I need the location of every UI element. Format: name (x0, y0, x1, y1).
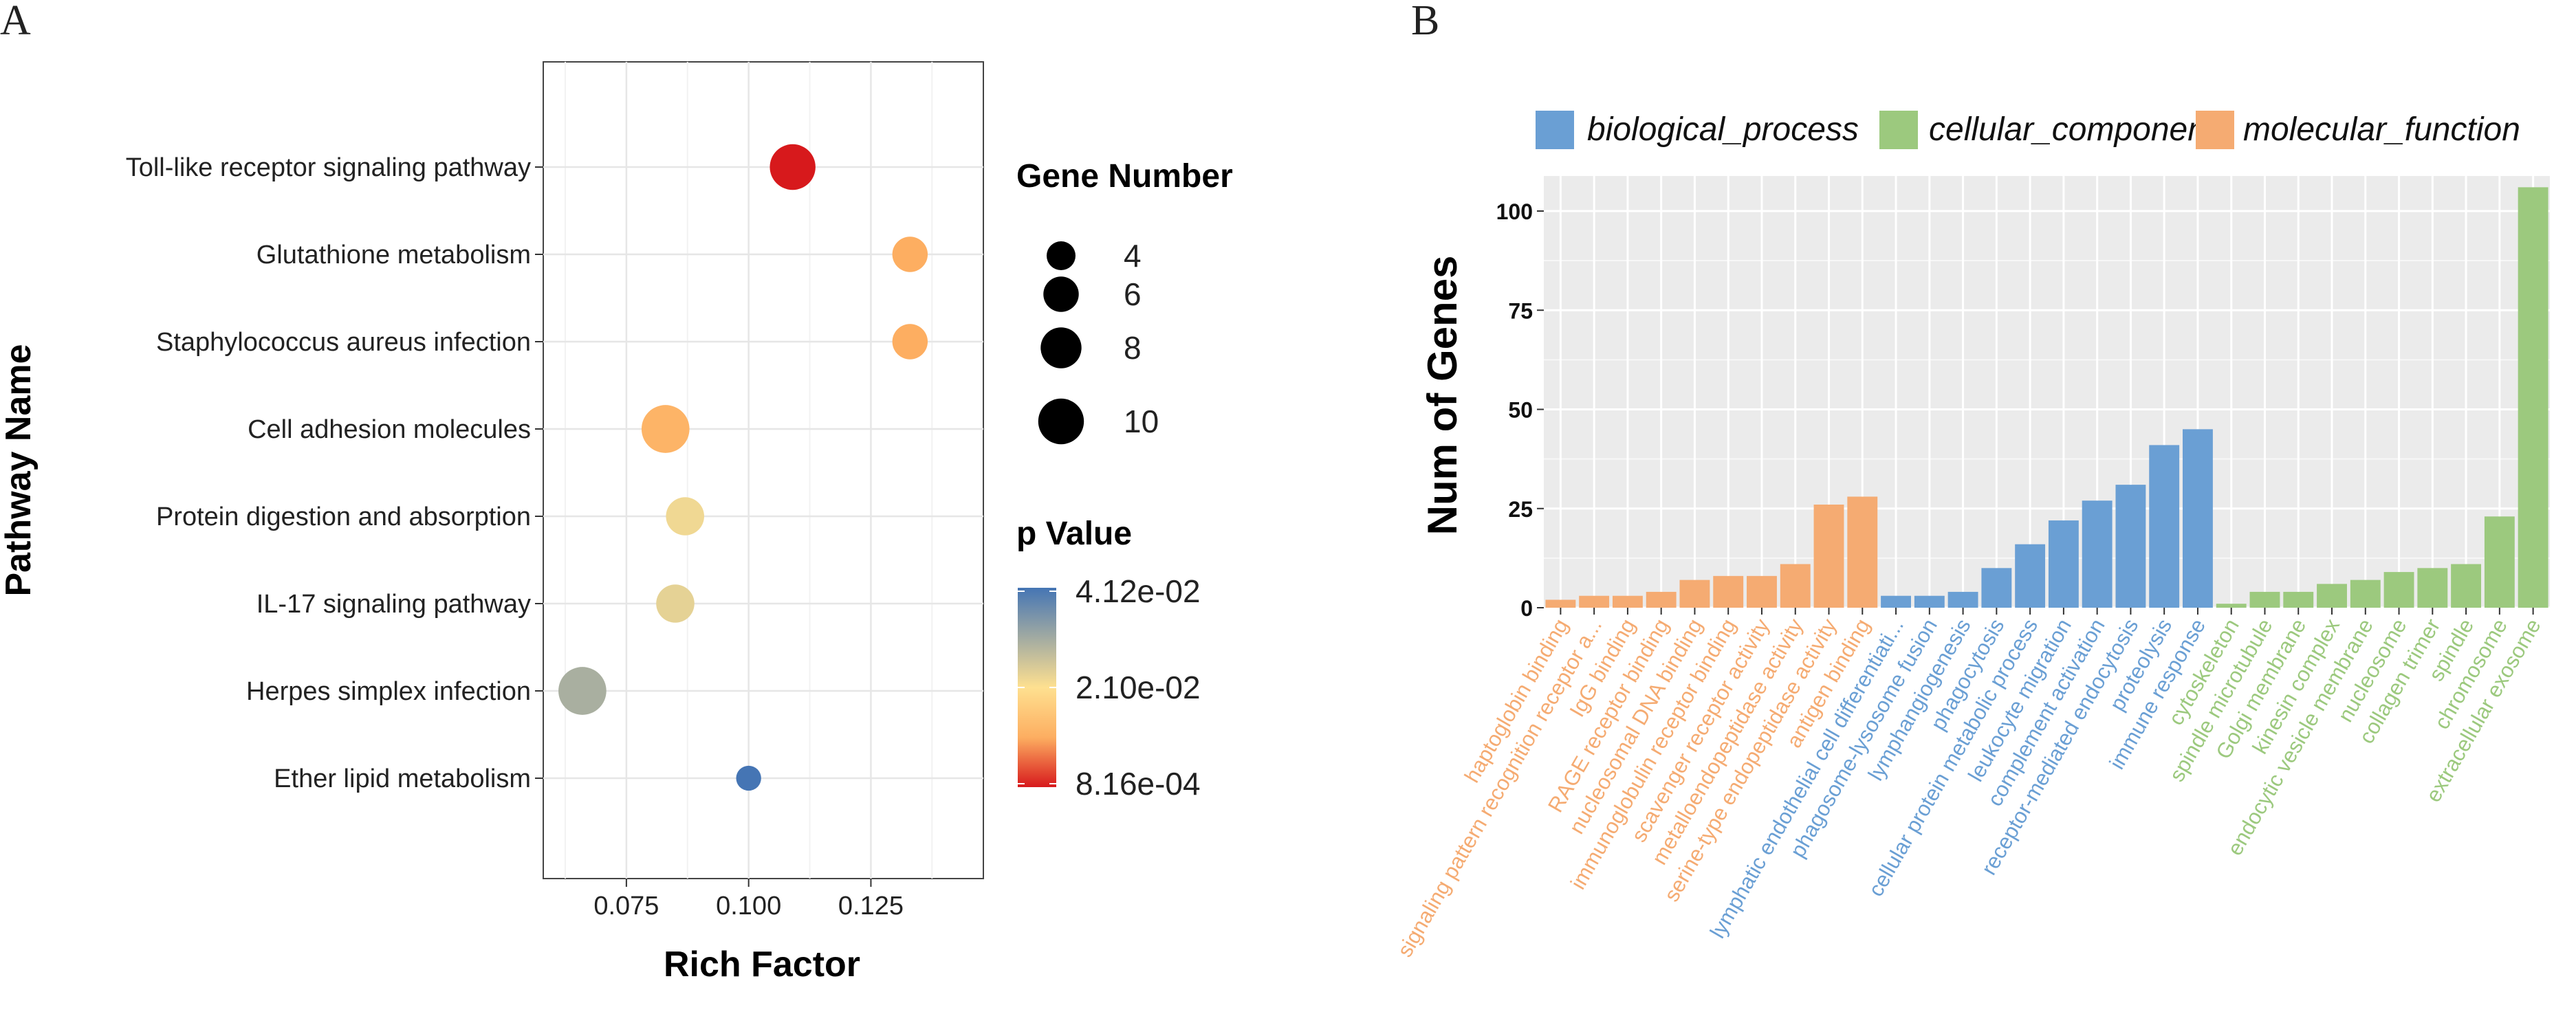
color-legend-label: 2.10e-02 (1076, 670, 1201, 705)
panel-b: B biological_process cellular_component mo… (1393, 0, 2550, 961)
pathway-label: Glutathione metabolism (256, 241, 531, 269)
go-term-bar (2015, 544, 2046, 608)
legend-label: molecular_function (2243, 111, 2520, 148)
go-term-bar (2149, 445, 2180, 608)
panel-a: A Toll-like receptor signaling pathway Gl… (0, 0, 1233, 984)
go-term-bar (1612, 595, 1643, 608)
go-term-bar (1813, 504, 1844, 608)
go-term-bar (1545, 599, 1576, 608)
go-term-bar (1646, 591, 1677, 608)
legend-label: biological_process (1587, 111, 1859, 148)
go-term-bar (2082, 500, 2113, 608)
go-term-bar (2518, 187, 2548, 608)
y-tick-label: 25 (1508, 497, 1533, 522)
pathway-point (892, 324, 928, 360)
size-legend-label: 6 (1124, 276, 1142, 312)
go-term-bar (2317, 584, 2347, 608)
panel-b-grid (1544, 176, 2550, 609)
size-legend-title: Gene Number (1016, 158, 1233, 195)
y-tick-label: 100 (1496, 199, 1533, 224)
legend-swatch (1536, 111, 1574, 149)
size-legend-circle (1043, 276, 1079, 312)
go-term-bar (2216, 604, 2247, 608)
size-legend-circle (1047, 241, 1076, 270)
color-legend-labels: 4.12e-02 2.10e-02 8.16e-04 (1018, 573, 1201, 802)
go-term-bar (1847, 496, 1878, 608)
go-term-bar (1780, 564, 1811, 608)
y-tick-label: 75 (1508, 298, 1533, 323)
panel-b-legend: biological_process cellular_component mole… (1536, 111, 2520, 149)
go-term-bar (1579, 595, 1610, 608)
pathway-label: Staphylococcus aureus infection (156, 328, 531, 357)
panel-b-y-axis-title: Num of Genes (1419, 256, 1465, 536)
color-legend-label: 8.16e-04 (1076, 766, 1201, 802)
size-legend-label: 10 (1124, 404, 1159, 439)
go-term-bar (1881, 595, 1911, 608)
color-legend-title: p Value (1016, 516, 1132, 552)
pathway-point (558, 667, 607, 715)
go-term-bar (2451, 564, 2482, 608)
go-term-bar (2249, 591, 2280, 608)
go-term-bar (2183, 429, 2213, 608)
size-legend-label: 4 (1124, 238, 1142, 274)
go-term-bar (2417, 568, 2448, 608)
panel-a-pathway-labels: Toll-like receptor signaling pathway Glut… (126, 153, 543, 793)
go-term-bar (2283, 591, 2314, 608)
pathway-point (736, 765, 761, 791)
go-term-bar (1947, 591, 1978, 608)
go-term-bar (2115, 485, 2146, 608)
panel-a-y-axis-title: Pathway Name (0, 344, 39, 596)
y-tick-label: 0 (1520, 596, 1533, 621)
go-term-bar (2350, 580, 2381, 608)
go-term-bar (2383, 572, 2414, 608)
legend-swatch (1879, 111, 1918, 149)
pathway-label: Ether lipid metabolism (274, 764, 531, 793)
panel-b-y-ticks: 0 25 50 75 100 (1496, 199, 1544, 621)
legend-label: cellular_component (1929, 111, 2216, 148)
legend-swatch (2196, 111, 2234, 149)
panel-a-letter: A (0, 0, 31, 44)
pathway-label: Cell adhesion molecules (248, 415, 531, 444)
go-term-bar (1713, 575, 1744, 608)
panel-a-plot-background (543, 61, 984, 879)
color-legend-label: 4.12e-02 (1076, 573, 1201, 609)
pathway-label: Protein digestion and absorption (156, 503, 531, 531)
panel-a-points (558, 144, 928, 791)
pathway-label: Toll-like receptor signaling pathway (126, 153, 531, 182)
x-tick-label: 0.075 (593, 892, 659, 921)
y-tick-label: 50 (1508, 398, 1533, 423)
go-term-bar (2048, 520, 2079, 608)
size-legend: 46 8 10 (1038, 238, 1159, 445)
panel-a-grid (543, 62, 983, 879)
pathway-point (656, 584, 695, 623)
size-legend-circle (1040, 327, 1082, 368)
panel-a-x-ticks: 0.075 0.100 0.125 (593, 879, 904, 921)
panel-b-letter: B (1411, 0, 1439, 44)
go-term-bar (2484, 516, 2515, 608)
panel-a-x-axis-title: Rich Factor (664, 945, 860, 984)
pathway-point (892, 236, 928, 272)
pathway-point (769, 144, 816, 190)
go-term-bar (1981, 568, 2012, 608)
x-tick-label: 0.100 (716, 892, 781, 921)
pathway-label: IL-17 signaling pathway (256, 590, 531, 619)
go-term-bar (1679, 580, 1710, 608)
panel-b-bars (1545, 187, 2548, 608)
size-legend-label: 8 (1124, 330, 1142, 366)
pathway-point (666, 497, 705, 536)
panel-b-plot-background (1544, 176, 2550, 608)
pathway-point (641, 405, 690, 453)
go-term-bar (1747, 575, 1777, 608)
pathway-label: Herpes simplex infection (246, 677, 531, 706)
size-legend-circle (1038, 398, 1084, 445)
x-tick-label: 0.125 (838, 892, 904, 921)
go-term-bar (1914, 595, 1945, 608)
